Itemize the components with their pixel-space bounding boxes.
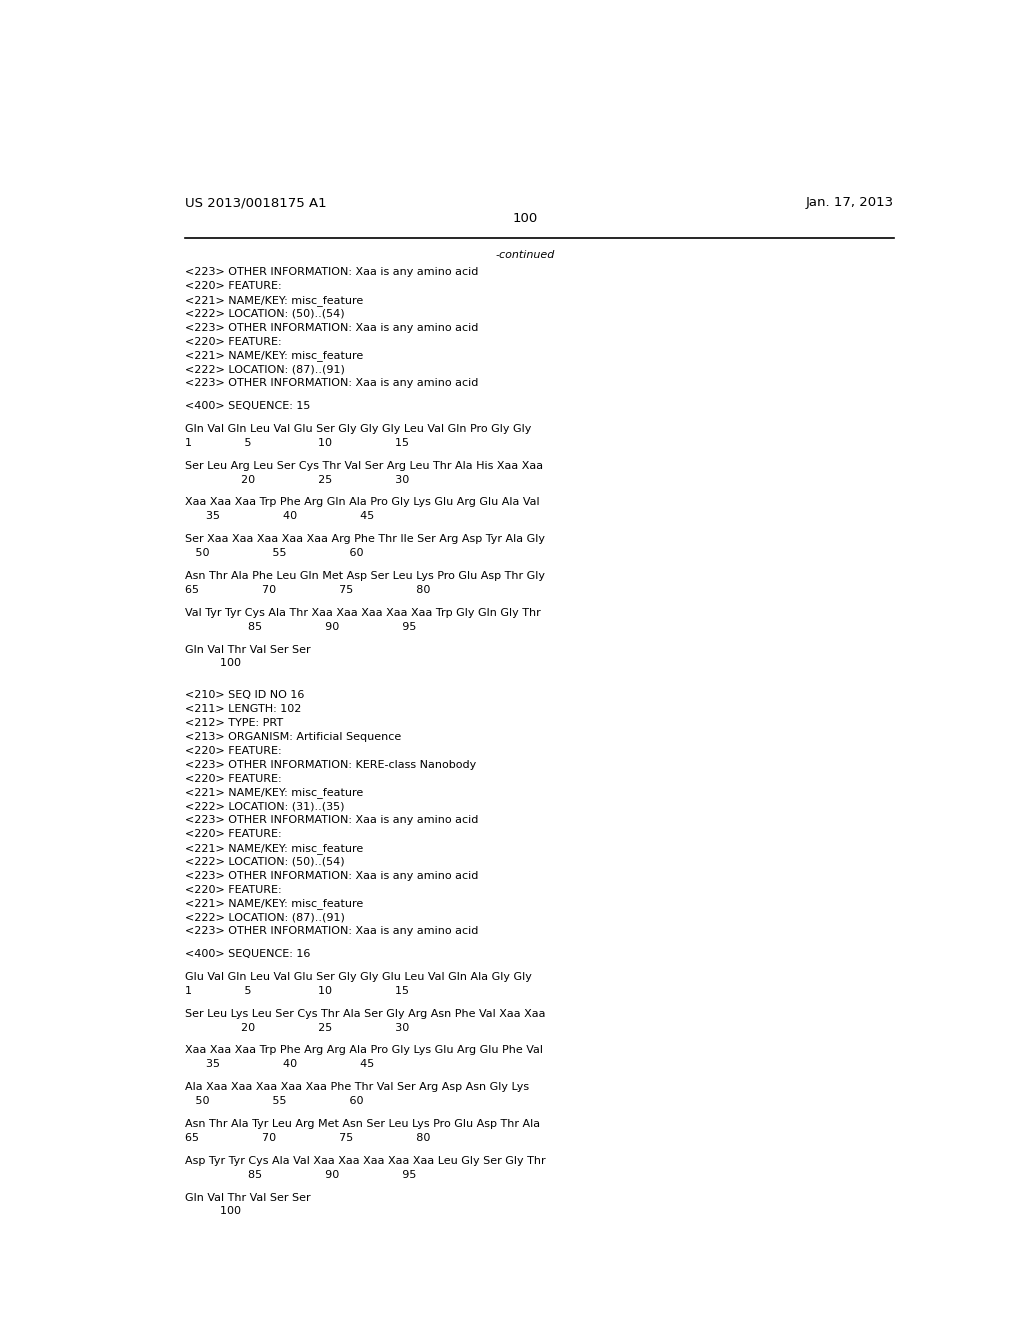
Text: Gln Val Thr Val Ser Ser: Gln Val Thr Val Ser Ser: [185, 1192, 310, 1203]
Text: Xaa Xaa Xaa Trp Phe Arg Gln Ala Pro Gly Lys Glu Arg Glu Ala Val: Xaa Xaa Xaa Trp Phe Arg Gln Ala Pro Gly …: [185, 498, 540, 507]
Text: Asp Tyr Tyr Cys Ala Val Xaa Xaa Xaa Xaa Xaa Leu Gly Ser Gly Thr: Asp Tyr Tyr Cys Ala Val Xaa Xaa Xaa Xaa …: [185, 1156, 546, 1166]
Text: 85                  90                  95: 85 90 95: [185, 1170, 417, 1180]
Text: <223> OTHER INFORMATION: Xaa is any amino acid: <223> OTHER INFORMATION: Xaa is any amin…: [185, 927, 478, 936]
Text: <212> TYPE: PRT: <212> TYPE: PRT: [185, 718, 284, 729]
Text: <223> OTHER INFORMATION: Xaa is any amino acid: <223> OTHER INFORMATION: Xaa is any amin…: [185, 378, 478, 388]
Text: Gln Val Gln Leu Val Glu Ser Gly Gly Gly Leu Val Gln Pro Gly Gly: Gln Val Gln Leu Val Glu Ser Gly Gly Gly …: [185, 424, 531, 434]
Text: Asn Thr Ala Tyr Leu Arg Met Asn Ser Leu Lys Pro Glu Asp Thr Ala: Asn Thr Ala Tyr Leu Arg Met Asn Ser Leu …: [185, 1119, 541, 1129]
Text: 50                  55                  60: 50 55 60: [185, 1096, 364, 1106]
Text: <220> FEATURE:: <220> FEATURE:: [185, 829, 282, 840]
Text: <221> NAME/KEY: misc_feature: <221> NAME/KEY: misc_feature: [185, 843, 364, 854]
Text: Glu Val Gln Leu Val Glu Ser Gly Gly Glu Leu Val Gln Ala Gly Gly: Glu Val Gln Leu Val Glu Ser Gly Gly Glu …: [185, 972, 532, 982]
Text: 35                  40                  45: 35 40 45: [185, 511, 375, 521]
Text: Ser Leu Arg Leu Ser Cys Thr Val Ser Arg Leu Thr Ala His Xaa Xaa: Ser Leu Arg Leu Ser Cys Thr Val Ser Arg …: [185, 461, 544, 471]
Text: Ser Leu Lys Leu Ser Cys Thr Ala Ser Gly Arg Asn Phe Val Xaa Xaa: Ser Leu Lys Leu Ser Cys Thr Ala Ser Gly …: [185, 1008, 546, 1019]
Text: Asn Thr Ala Phe Leu Gln Met Asp Ser Leu Lys Pro Glu Asp Thr Gly: Asn Thr Ala Phe Leu Gln Met Asp Ser Leu …: [185, 572, 545, 581]
Text: -continued: -continued: [496, 249, 554, 260]
Text: 35                  40                  45: 35 40 45: [185, 1060, 375, 1069]
Text: 50                  55                  60: 50 55 60: [185, 548, 364, 558]
Text: 1               5                   10                  15: 1 5 10 15: [185, 986, 410, 995]
Text: 65                  70                  75                  80: 65 70 75 80: [185, 585, 430, 595]
Text: Ser Xaa Xaa Xaa Xaa Xaa Arg Phe Thr Ile Ser Arg Asp Tyr Ala Gly: Ser Xaa Xaa Xaa Xaa Xaa Arg Phe Thr Ile …: [185, 535, 545, 544]
Text: 100: 100: [185, 659, 241, 668]
Text: Val Tyr Tyr Cys Ala Thr Xaa Xaa Xaa Xaa Xaa Trp Gly Gln Gly Thr: Val Tyr Tyr Cys Ala Thr Xaa Xaa Xaa Xaa …: [185, 607, 541, 618]
Text: 20                  25                  30: 20 25 30: [185, 475, 410, 484]
Text: <222> LOCATION: (50)..(54): <222> LOCATION: (50)..(54): [185, 309, 345, 318]
Text: <220> FEATURE:: <220> FEATURE:: [185, 774, 282, 784]
Text: <220> FEATURE:: <220> FEATURE:: [185, 337, 282, 347]
Text: <220> FEATURE:: <220> FEATURE:: [185, 281, 282, 290]
Text: <223> OTHER INFORMATION: KERE-class Nanobody: <223> OTHER INFORMATION: KERE-class Nano…: [185, 760, 476, 770]
Text: Gln Val Thr Val Ser Ser: Gln Val Thr Val Ser Ser: [185, 644, 310, 655]
Text: <220> FEATURE:: <220> FEATURE:: [185, 884, 282, 895]
Text: <222> LOCATION: (31)..(35): <222> LOCATION: (31)..(35): [185, 801, 345, 812]
Text: 65                  70                  75                  80: 65 70 75 80: [185, 1133, 430, 1143]
Text: <210> SEQ ID NO 16: <210> SEQ ID NO 16: [185, 690, 304, 701]
Text: 20                  25                  30: 20 25 30: [185, 1023, 410, 1032]
Text: <213> ORGANISM: Artificial Sequence: <213> ORGANISM: Artificial Sequence: [185, 731, 401, 742]
Text: <211> LENGTH: 102: <211> LENGTH: 102: [185, 704, 301, 714]
Text: <400> SEQUENCE: 15: <400> SEQUENCE: 15: [185, 401, 310, 411]
Text: <223> OTHER INFORMATION: Xaa is any amino acid: <223> OTHER INFORMATION: Xaa is any amin…: [185, 267, 478, 277]
Text: 85                  90                  95: 85 90 95: [185, 622, 417, 632]
Text: <400> SEQUENCE: 16: <400> SEQUENCE: 16: [185, 949, 310, 960]
Text: <221> NAME/KEY: misc_feature: <221> NAME/KEY: misc_feature: [185, 294, 364, 306]
Text: <222> LOCATION: (87)..(91): <222> LOCATION: (87)..(91): [185, 912, 345, 923]
Text: Xaa Xaa Xaa Trp Phe Arg Arg Ala Pro Gly Lys Glu Arg Glu Phe Val: Xaa Xaa Xaa Trp Phe Arg Arg Ala Pro Gly …: [185, 1045, 543, 1056]
Text: <221> NAME/KEY: misc_feature: <221> NAME/KEY: misc_feature: [185, 350, 364, 362]
Text: US 2013/0018175 A1: US 2013/0018175 A1: [185, 195, 327, 209]
Text: 100: 100: [512, 213, 538, 226]
Text: 100: 100: [185, 1206, 241, 1217]
Text: <223> OTHER INFORMATION: Xaa is any amino acid: <223> OTHER INFORMATION: Xaa is any amin…: [185, 816, 478, 825]
Text: <222> LOCATION: (50)..(54): <222> LOCATION: (50)..(54): [185, 857, 345, 867]
Text: <222> LOCATION: (87)..(91): <222> LOCATION: (87)..(91): [185, 364, 345, 375]
Text: Jan. 17, 2013: Jan. 17, 2013: [806, 195, 894, 209]
Text: <221> NAME/KEY: misc_feature: <221> NAME/KEY: misc_feature: [185, 899, 364, 909]
Text: <223> OTHER INFORMATION: Xaa is any amino acid: <223> OTHER INFORMATION: Xaa is any amin…: [185, 322, 478, 333]
Text: <221> NAME/KEY: misc_feature: <221> NAME/KEY: misc_feature: [185, 788, 364, 799]
Text: Ala Xaa Xaa Xaa Xaa Xaa Phe Thr Val Ser Arg Asp Asn Gly Lys: Ala Xaa Xaa Xaa Xaa Xaa Phe Thr Val Ser …: [185, 1082, 529, 1092]
Text: <223> OTHER INFORMATION: Xaa is any amino acid: <223> OTHER INFORMATION: Xaa is any amin…: [185, 871, 478, 880]
Text: 1               5                   10                  15: 1 5 10 15: [185, 438, 410, 447]
Text: <220> FEATURE:: <220> FEATURE:: [185, 746, 282, 756]
